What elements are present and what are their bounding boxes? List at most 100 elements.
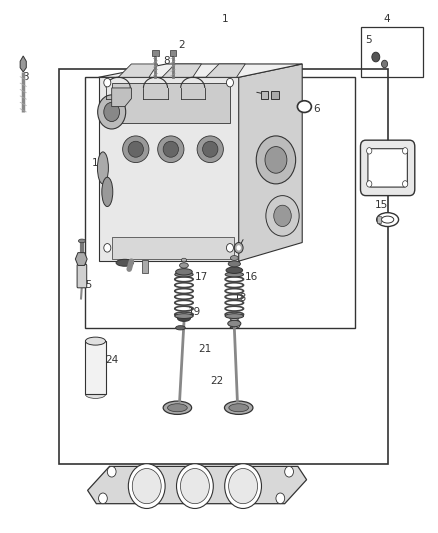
- Text: 13: 13: [241, 174, 254, 183]
- Circle shape: [381, 60, 388, 68]
- Text: 8: 8: [163, 56, 170, 66]
- Circle shape: [367, 181, 372, 187]
- FancyBboxPatch shape: [360, 140, 415, 196]
- Bar: [152, 50, 159, 56]
- Text: 19: 19: [188, 307, 201, 317]
- Ellipse shape: [97, 152, 108, 184]
- Text: 11: 11: [105, 176, 118, 186]
- Polygon shape: [206, 64, 245, 77]
- FancyBboxPatch shape: [368, 149, 407, 187]
- Text: 22: 22: [210, 376, 223, 386]
- Text: 21: 21: [198, 344, 212, 354]
- Ellipse shape: [301, 104, 308, 109]
- Ellipse shape: [197, 136, 223, 163]
- Ellipse shape: [158, 136, 184, 163]
- Ellipse shape: [202, 141, 218, 157]
- Text: 6: 6: [313, 104, 320, 114]
- Circle shape: [226, 244, 233, 252]
- Circle shape: [256, 136, 296, 184]
- Circle shape: [276, 493, 285, 504]
- Polygon shape: [99, 64, 302, 77]
- Polygon shape: [99, 77, 239, 261]
- Circle shape: [180, 469, 209, 504]
- Circle shape: [367, 148, 372, 154]
- Ellipse shape: [85, 337, 106, 345]
- Text: 18: 18: [233, 294, 247, 303]
- Bar: [112, 83, 230, 123]
- Text: 16: 16: [245, 272, 258, 282]
- Circle shape: [403, 181, 408, 187]
- Ellipse shape: [226, 267, 243, 273]
- Bar: [261, 91, 268, 99]
- Ellipse shape: [168, 404, 187, 411]
- Text: 4: 4: [383, 14, 390, 23]
- Ellipse shape: [128, 141, 143, 157]
- Circle shape: [403, 148, 408, 154]
- Ellipse shape: [228, 320, 241, 327]
- Ellipse shape: [230, 255, 238, 260]
- Bar: [170, 50, 176, 56]
- Ellipse shape: [85, 390, 106, 399]
- Ellipse shape: [163, 401, 192, 415]
- Ellipse shape: [377, 213, 399, 227]
- Circle shape: [274, 205, 291, 227]
- Circle shape: [128, 464, 165, 508]
- Polygon shape: [162, 64, 201, 77]
- Text: 2: 2: [178, 41, 185, 50]
- Ellipse shape: [163, 141, 178, 157]
- Text: 17: 17: [195, 272, 208, 282]
- FancyBboxPatch shape: [77, 264, 87, 288]
- Ellipse shape: [224, 401, 253, 415]
- Polygon shape: [75, 253, 87, 265]
- Ellipse shape: [116, 260, 134, 266]
- Circle shape: [229, 469, 258, 504]
- Circle shape: [225, 464, 261, 508]
- Ellipse shape: [230, 316, 239, 321]
- Circle shape: [266, 196, 299, 236]
- Circle shape: [99, 493, 107, 504]
- Ellipse shape: [228, 261, 240, 266]
- Ellipse shape: [229, 404, 249, 411]
- Circle shape: [372, 52, 380, 62]
- Text: 25: 25: [79, 280, 92, 290]
- Circle shape: [226, 78, 233, 87]
- Circle shape: [177, 464, 213, 508]
- Ellipse shape: [176, 269, 192, 275]
- Bar: [271, 91, 279, 99]
- Polygon shape: [239, 64, 302, 261]
- Circle shape: [104, 78, 111, 87]
- Text: 23: 23: [182, 478, 195, 487]
- Text: 15: 15: [375, 200, 389, 210]
- Circle shape: [265, 147, 287, 173]
- Ellipse shape: [181, 258, 187, 262]
- Text: 20: 20: [229, 320, 242, 330]
- Bar: [112, 237, 234, 259]
- Ellipse shape: [297, 101, 311, 112]
- Text: 7: 7: [244, 98, 251, 107]
- Ellipse shape: [123, 136, 149, 163]
- Polygon shape: [112, 88, 131, 107]
- Circle shape: [234, 243, 243, 253]
- Bar: [142, 260, 148, 273]
- Ellipse shape: [177, 315, 191, 321]
- Circle shape: [107, 466, 116, 477]
- Text: 14: 14: [374, 150, 387, 159]
- Text: 12: 12: [129, 174, 142, 183]
- Bar: [85, 341, 106, 394]
- Ellipse shape: [78, 239, 85, 243]
- Circle shape: [98, 95, 126, 129]
- Ellipse shape: [381, 216, 394, 223]
- Bar: [377, 216, 381, 223]
- Polygon shape: [88, 466, 307, 504]
- Text: 9: 9: [113, 102, 120, 111]
- Circle shape: [132, 469, 161, 504]
- Text: 3: 3: [22, 72, 29, 82]
- Ellipse shape: [180, 263, 188, 268]
- Text: 5: 5: [365, 35, 372, 45]
- Circle shape: [104, 244, 111, 252]
- Ellipse shape: [102, 177, 113, 207]
- Text: 1: 1: [222, 14, 229, 23]
- Ellipse shape: [175, 272, 193, 277]
- Circle shape: [237, 245, 241, 251]
- Polygon shape: [20, 56, 26, 72]
